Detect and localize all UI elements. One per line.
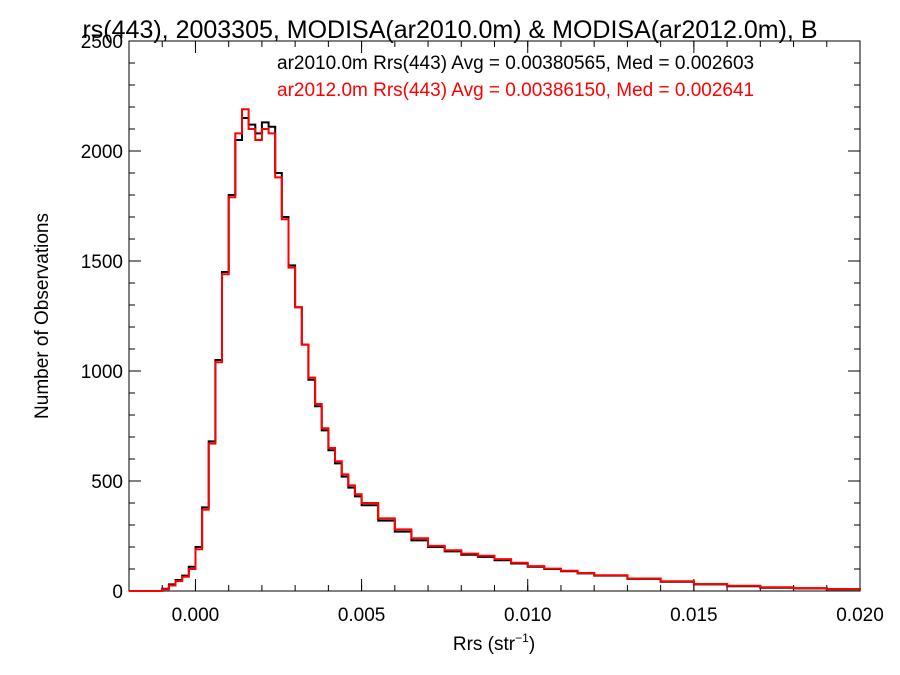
x-tick-label: 0.015 — [670, 605, 718, 626]
x-tick-label: 0.005 — [338, 605, 386, 626]
chart-title: rs(443), 2003305, MODISA(ar2010.0m) & MO… — [82, 16, 817, 44]
y-tick-label: 1500 — [81, 252, 123, 273]
annotation-ar2012: ar2012.0m Rrs(443) Avg = 0.00386150, Med… — [277, 80, 754, 101]
x-tick-label: 0.010 — [504, 605, 552, 626]
y-tick-label: 1000 — [81, 362, 123, 383]
annotation-ar2010: ar2010.0m Rrs(443) Avg = 0.00380565, Med… — [277, 53, 754, 74]
x-axis-label: Rrs (str−1) — [453, 631, 535, 655]
series-line-0 — [129, 117, 861, 592]
y-axis-label: Number of Observations — [32, 213, 53, 419]
data-series — [129, 108, 861, 592]
y-tick-label: 0 — [112, 582, 123, 603]
y-tick-label: 2000 — [81, 142, 123, 163]
x-tick-label: 0.020 — [836, 605, 884, 626]
series-line-1 — [129, 108, 861, 592]
x-tick-label: 0.000 — [172, 605, 220, 626]
x-tick-labels: 0.000 0.005 0.010 0.015 0.020 — [172, 605, 884, 626]
y-tick-labels: 0 500 1000 1500 2000 2500 — [81, 32, 123, 603]
y-tick-label: 500 — [91, 472, 123, 493]
plot-frame — [128, 40, 861, 592]
axis-ticks — [128, 40, 861, 592]
y-tick-label: 2500 — [81, 32, 123, 53]
